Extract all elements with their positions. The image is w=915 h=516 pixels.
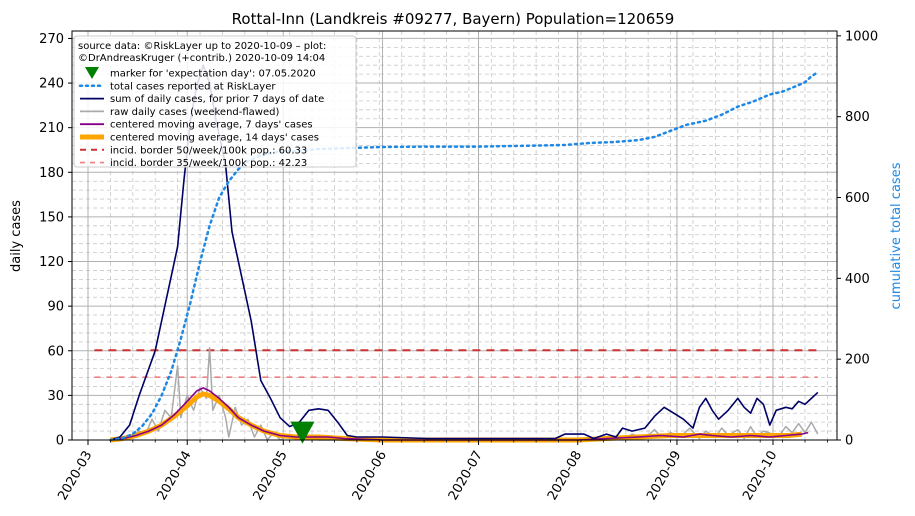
legend-handle-marker: [85, 67, 99, 79]
y2-axis-label: cumulative total cases: [889, 162, 904, 309]
legend-label-ma7: centered moving average, 7 days' cases: [110, 120, 313, 131]
x-tick-label: 2020-05: [251, 449, 291, 504]
legend-label-b35: incid. border 35/week/100k pop.: 42.23: [110, 158, 307, 169]
x-tick-label: 2020-06: [350, 449, 390, 504]
y2-tick-label: 1000: [845, 29, 878, 44]
legend-label-b50: incid. border 50/week/100k pop.: 60.33: [110, 145, 307, 156]
y2-tick-label: 800: [845, 110, 870, 125]
y-tick-label: 30: [47, 389, 64, 404]
x-tick-label: 2020-10: [740, 449, 780, 504]
y-axis-label: daily cases: [9, 200, 24, 272]
y2-tick-label: 400: [845, 272, 870, 287]
plot-frame: [71, 30, 838, 441]
y2-tick-label: 200: [845, 353, 870, 368]
incidence-border-lines: [94, 349, 818, 378]
x-tick-label: 2020-09: [644, 449, 684, 504]
legend-header-line: source data: ©RiskLayer up to 2020-10-09…: [78, 41, 326, 52]
legend-label-total: total cases reported at RiskLayer: [110, 81, 276, 92]
y-tick-label: 90: [47, 300, 64, 315]
legend: source data: ©RiskLayer up to 2020-10-09…: [73, 35, 357, 169]
series-moving-average-7: [110, 387, 809, 441]
legend-label-sum7: sum of daily cases, for prior 7 days of …: [110, 94, 324, 105]
series-moving-average-14: [110, 391, 803, 443]
y-tick-label: 180: [39, 166, 64, 181]
y-tick-label: 270: [39, 32, 64, 47]
legend-label-marker: marker for 'expectation day': 07.05.2020: [110, 69, 316, 80]
y2-tick-label: 600: [845, 191, 870, 206]
chart-title: Rottal-Inn (Landkreis #09277, Bayern) Po…: [232, 10, 675, 28]
marker-layer: [290, 421, 315, 444]
legend-label-ma14: centered moving average, 14 days' cases: [110, 133, 319, 144]
y-tick-label: 60: [47, 344, 64, 359]
series-total-cases: [109, 70, 820, 442]
expectation-day-marker: [290, 421, 315, 444]
series-raw-daily: [110, 347, 819, 441]
y-tick-label: 120: [39, 255, 64, 270]
x-tick-label: 2020-08: [545, 449, 585, 504]
legend-header-line: ©DrAndreasKruger (+contrib.) 2020-10-09 …: [78, 53, 325, 64]
x-tick-label: 2020-07: [446, 449, 486, 504]
y2-tick-label: 0: [845, 434, 853, 449]
y-tick-label: 150: [39, 210, 64, 225]
x-tick-label: 2020-04: [155, 449, 195, 504]
y-tick-label: 210: [39, 121, 64, 136]
y-tick-label: 0: [56, 434, 64, 449]
legend-label-raw: raw daily cases (weekend-flawed): [110, 107, 279, 118]
y-tick-label: 240: [39, 77, 64, 92]
x-tick-label: 2020-03: [55, 449, 95, 504]
legend-box: [73, 35, 357, 168]
